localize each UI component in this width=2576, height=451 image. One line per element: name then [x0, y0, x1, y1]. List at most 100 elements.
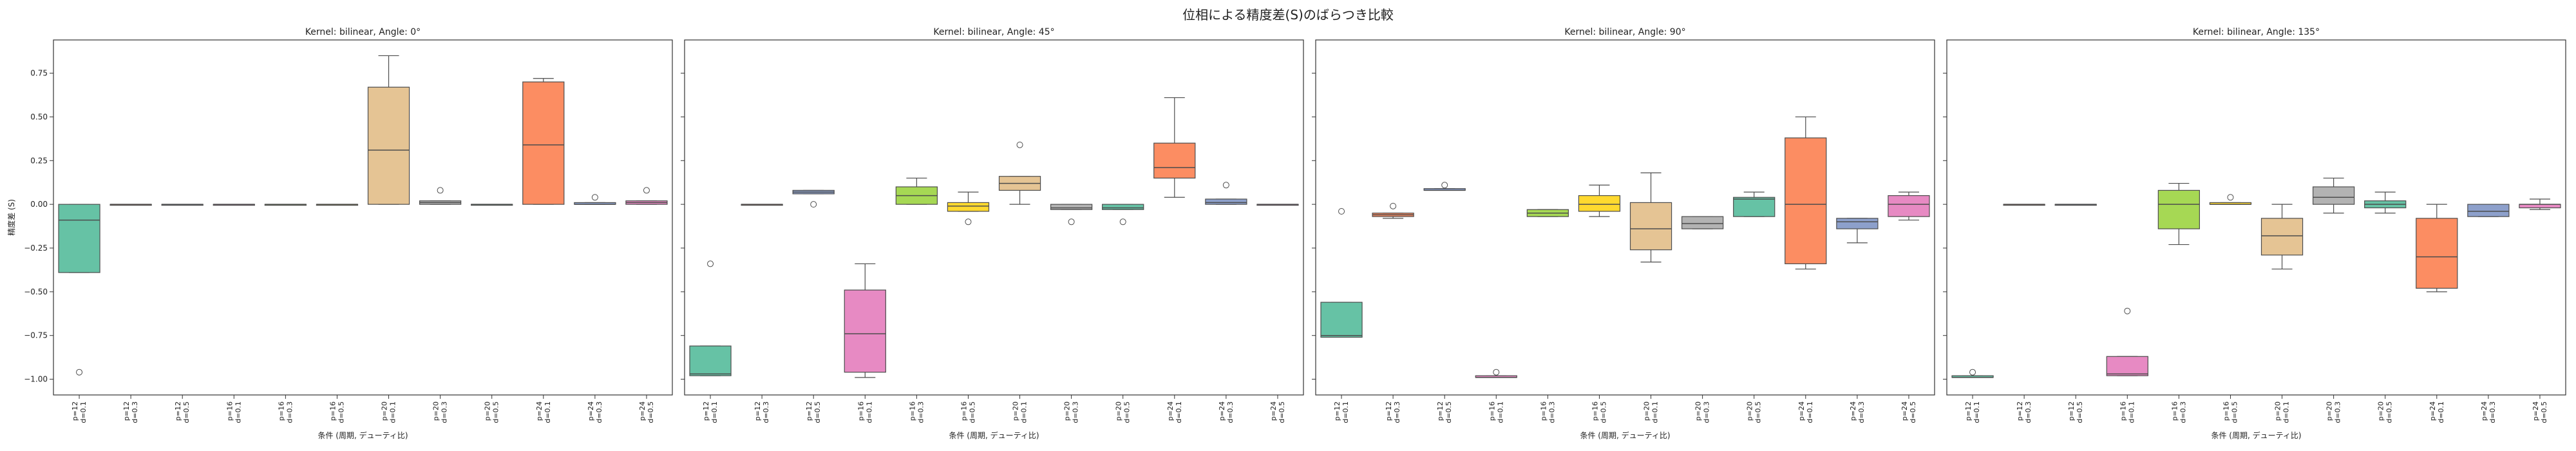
outlier-point: [1016, 141, 1023, 148]
x-tick-label-line: p=24: [1166, 401, 1175, 421]
x-tick-label-line: p=24: [1797, 401, 1806, 421]
subplot-title: Kernel: bilinear, Angle: 90°: [1564, 27, 1685, 37]
outlier-point: [591, 194, 598, 201]
box-9: [2364, 191, 2407, 214]
box-8: [419, 187, 462, 205]
box-iqr: [689, 345, 732, 376]
subplot-3: Kernel: bilinear, Angle: 90°p=12 d=0.1 p=1…: [1312, 27, 1935, 440]
x-tick-label-line: p=16: [908, 401, 916, 421]
x-tick-label-line: d=0.1: [1020, 401, 1028, 423]
box-iqr: [2519, 204, 2561, 209]
box-6: [2209, 194, 2252, 205]
x-tick-label-line: p=24: [2480, 401, 2488, 421]
outlier-point: [2124, 307, 2131, 314]
box-10: [2416, 204, 2458, 293]
x-tick-label-line: d=0.3: [2024, 401, 2032, 423]
box-iqr: [58, 204, 100, 273]
outlier-point: [1390, 202, 1397, 209]
x-tick-label-line: d=0.5: [1754, 401, 1763, 423]
box-12: [1256, 204, 1299, 206]
x-tick-label-line: d=0.1: [234, 401, 242, 423]
x-tick-label-line: p=20: [1694, 401, 1703, 421]
x-tick-label-line: d=0.3: [131, 401, 139, 423]
x-tick-label-line: d=0.1: [1651, 401, 1660, 423]
box-5: [2157, 182, 2201, 245]
box-10: [1153, 97, 1196, 198]
box-iqr: [2106, 356, 2148, 376]
x-tick-label-line: d=0.3: [2179, 401, 2187, 423]
x-tick-label: p=12 d=0.3: [122, 401, 139, 423]
x-tick-label: p=16 d=0.5: [1591, 401, 1607, 423]
x-tick-label-line: p=20: [2377, 401, 2385, 421]
box-9: [471, 204, 513, 206]
box-2: [2003, 204, 2045, 206]
x-tick-label-line: p=20: [1115, 401, 1123, 421]
box-12: [2519, 198, 2561, 210]
x-tick-label-line: d=0.5: [2540, 401, 2548, 423]
x-tick-label: p=24 d=0.1: [1166, 401, 1183, 423]
x-tick-label-line: d=0.3: [285, 401, 294, 423]
box-5: [895, 177, 938, 205]
outlier-point: [810, 201, 817, 208]
x-tick-label: p=20 d=0.3: [1694, 401, 1711, 423]
x-tick-label: p=24 d=0.5: [2532, 401, 2548, 423]
box-9: [1102, 204, 1144, 225]
x-tick-label-line: p=16: [1539, 401, 1548, 421]
x-tick-label-line: d=0.1: [1806, 401, 1814, 423]
x-tick-label-line: d=0.1: [865, 401, 873, 423]
x-tick-label: p=12 d=0.5: [2067, 401, 2084, 423]
x-tick-label-line: p=20: [1643, 401, 1651, 421]
box-6: [316, 204, 359, 206]
box-3: [161, 204, 204, 206]
x-tick-label-line: d=0.5: [182, 401, 191, 423]
y-tick-label: 0.75: [30, 69, 48, 78]
x-tick-label: p=16 d=0.3: [277, 401, 294, 423]
outlier-point: [707, 260, 714, 267]
x-tick-label-line: p=16: [328, 401, 337, 421]
box-iqr: [947, 202, 990, 212]
box-iqr: [1102, 204, 1144, 210]
x-tick-label-line: p=20: [1063, 401, 1072, 421]
x-tick-label: p=12 d=0.3: [1385, 401, 1401, 423]
x-tick-label-line: d=0.3: [1703, 401, 1711, 423]
x-tick-label: p=20 d=0.1: [381, 401, 397, 423]
x-tick-label-line: p=12: [1333, 401, 1341, 421]
box-11: [2467, 204, 2510, 217]
x-tick-label-line: d=0.5: [1123, 401, 1132, 423]
x-tick-label-line: p=24: [2429, 401, 2437, 421]
x-tick-label: p=24 d=0.5: [1269, 401, 1286, 423]
box-iqr: [367, 86, 410, 205]
x-tick-label-line: p=16: [2119, 401, 2127, 421]
box-iqr: [1836, 218, 1879, 229]
box-2: [109, 204, 152, 206]
plot-frame: [1315, 39, 1935, 396]
outlier-point: [965, 218, 972, 225]
x-tick-label-line: d=0.5: [1909, 401, 1917, 423]
x-tick-label: p=16 d=0.1: [225, 401, 242, 423]
panels: Kernel: bilinear, Angle: 0° 0.75 0.50 0.25 0…: [6, 27, 2566, 440]
box-iqr: [1050, 204, 1093, 210]
subplot-1: Kernel: bilinear, Angle: 0° 0.75 0.50 0.25 0…: [6, 27, 673, 440]
x-tick-label: p=20 d=0.3: [1063, 401, 1080, 423]
plot-frame: [1946, 39, 2566, 396]
x-tick-label: p=12 d=0.1: [1964, 401, 1981, 423]
x-tick-label-line: p=16: [1591, 401, 1599, 421]
x-tick-label-line: d=0.5: [968, 401, 976, 423]
box-6: [947, 191, 990, 225]
y-tick-label: −0.50: [24, 287, 48, 296]
x-tick-label: p=12 d=0.3: [753, 401, 770, 423]
box-6: [1578, 184, 1621, 217]
box-iqr: [844, 289, 886, 373]
x-tick-label: p=12 d=0.1: [1333, 401, 1350, 423]
x-tick-label: p=24 d=0.3: [587, 401, 603, 423]
outlier-point: [1969, 369, 1976, 376]
x-tick-label: p=24 d=0.3: [1849, 401, 1866, 423]
x-tick-label-line: p=24: [1900, 401, 1909, 421]
x-tick-label-line: p=16: [2170, 401, 2179, 421]
x-tick-label-line: d=0.5: [1278, 401, 1286, 423]
x-tick-label-line: p=24: [535, 401, 544, 421]
y-tick-label: 0.50: [30, 112, 48, 121]
x-tick-label: p=16 d=0.5: [2222, 401, 2239, 423]
x-tick-label-line: d=0.1: [389, 401, 397, 423]
